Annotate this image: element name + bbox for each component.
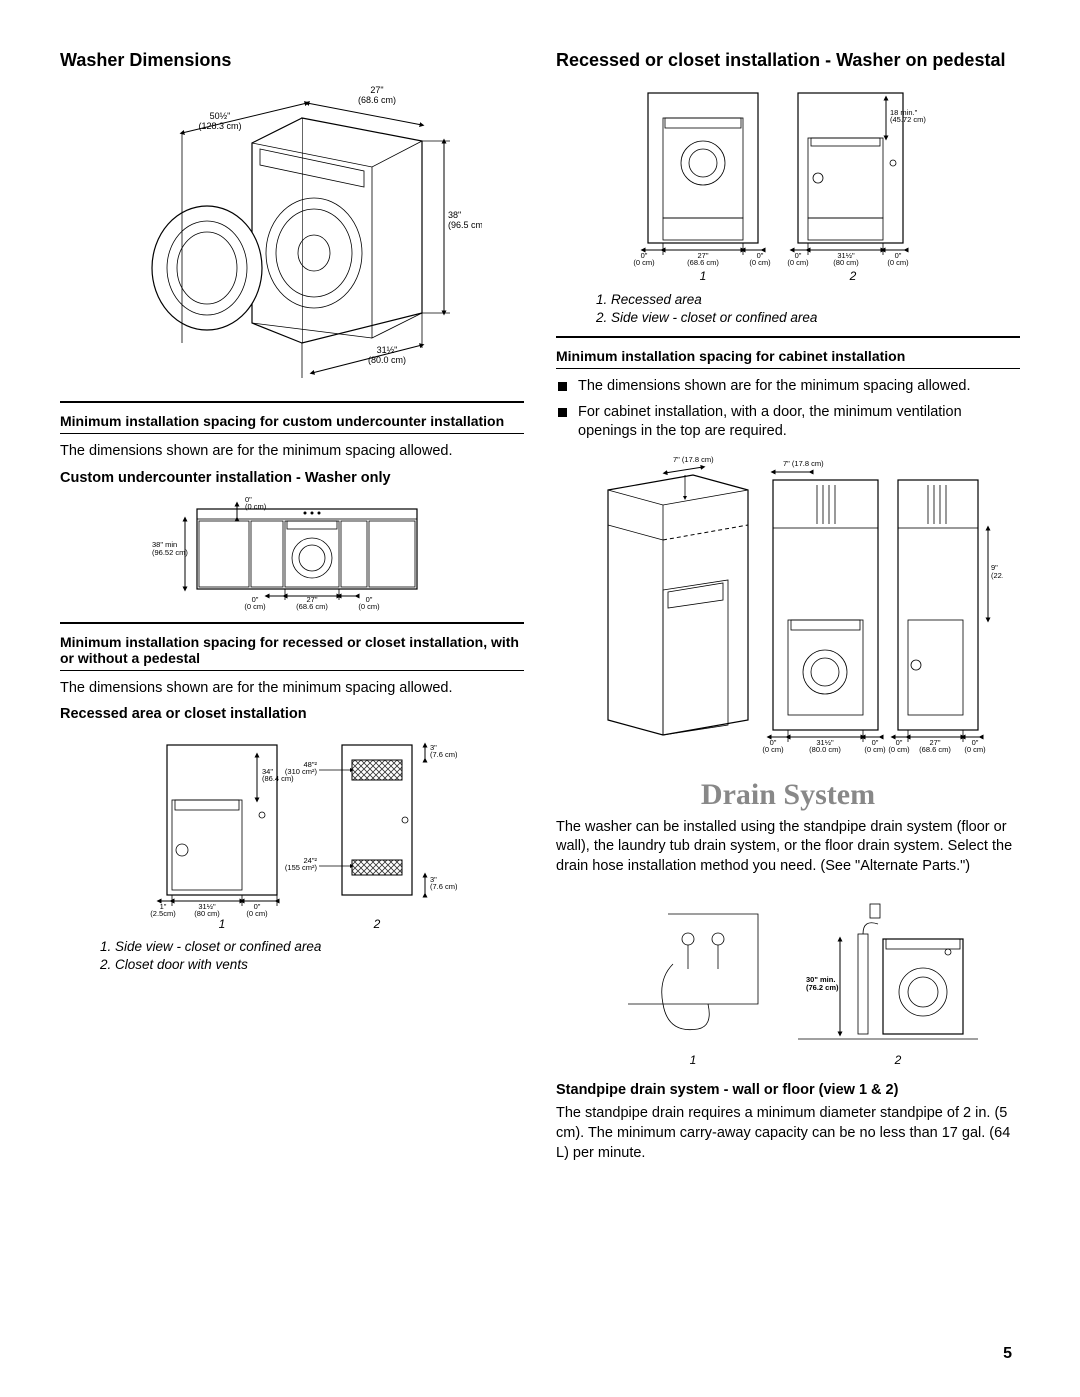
dim-depth: 31½" [377,345,398,355]
cab-title: Minimum installation spacing for cabinet… [556,348,1020,364]
ped-r3c: (0 cm) [887,258,909,267]
cab-b6vc: (0 cm) [964,745,986,754]
washer-dimensions-heading: Washer Dimensions [60,50,524,71]
sub2-body: The dimensions shown are for the minimum… [60,679,524,699]
uc-l-cm: (0 cm) [244,602,266,611]
rc-s1c: (2.5cm) [150,909,176,918]
uc-r-cm: (0 cm) [358,602,380,611]
drain-system-title: Drain System [556,778,1020,812]
ped-l1c: (0 cm) [633,258,655,267]
rc-s2c: (80 cm) [194,909,220,918]
cab-sc: (22.9 cm) [991,571,1003,580]
sub1-body: The dimensions shown are for the minimum… [60,442,524,462]
cab-b2: For cabinet installation, with a door, t… [556,403,1020,442]
uc-h-cm: (96.52 cm) [152,548,188,557]
ped-l2c: (68.6 cm) [687,258,719,267]
dim-height-cm: (96.5 cm) [448,220,482,230]
rc-gbc: (7.6 cm) [430,882,457,891]
rc-vtc: (310 cm²) [285,767,318,776]
ped-l3c: (0 cm) [749,258,771,267]
dim-depth-cm: (80.0 cm) [368,355,406,365]
undercounter-figure: 0" (0 cm) 38" min (96.52 cm) 0" (0 cm) 2… [60,494,524,614]
ped-r2c: (80 cm) [833,258,859,267]
df-n2: 2 [894,1053,902,1067]
cab-b4vc: (0 cm) [888,745,910,754]
sub1-bold: Custom undercounter installation - Washe… [60,470,524,486]
ped-cap1: 1. Recessed area [596,292,702,307]
rc-n1: 1 [219,917,226,930]
drain-figure: 1 30" min. (76.2 cm) [556,884,1020,1074]
cab-t2: 7" (17.8 cm) [783,459,824,468]
ped-cap2: 2. Side view - closet or confined area [596,310,817,325]
rc-n2: 2 [373,917,381,930]
drain-body2: The standpipe drain requires a minimum d… [556,1104,1020,1163]
rc-caption: 1. Side view - closet or confined area 2… [60,938,524,973]
cab-b3vc: (0 cm) [864,745,886,754]
cabinet-figure: 7" (17.8 cm) 7" (17.8 cm) [556,450,1020,760]
cab-b1vc: (0 cm) [762,745,784,754]
df-n1: 1 [690,1053,697,1067]
uc-m-cm: (68.6 cm) [296,602,328,611]
pedestal-heading: Recessed or closet installation - Washer… [556,50,1020,71]
dim-depth-open: 50½" [210,111,231,121]
ped-r1c: (0 cm) [787,258,809,267]
dim-height: 38" [448,210,461,220]
rc-cap1: 1. Side view - closet or confined area [100,939,321,954]
drain-bold: Standpipe drain system - wall or floor (… [556,1082,1020,1098]
rc-gtc: (7.6 cm) [430,750,457,759]
rc-vbc: (155 cm²) [285,863,318,872]
cab-b1: The dimensions shown are for the minimum… [556,377,1020,397]
washer-dimensions-figure: 27" (68.6 cm) 50½" (128.3 cm) [60,83,524,393]
sub2-title: Minimum installation spacing for recesse… [60,634,524,666]
sub1-title: Minimum installation spacing for custom … [60,413,524,429]
page-number: 5 [1003,1345,1012,1363]
rc-cap2: 2. Closet door with vents [100,957,248,972]
left-column: Washer Dimensions 27" (68.6 cm) 50½" (12… [60,50,524,1171]
cab-t1: 7" (17.8 cm) [673,455,714,464]
sub2-bold: Recessed area or closet installation [60,706,524,722]
drain-body: The washer can be installed using the st… [556,818,1020,877]
ped-n2: 2 [849,269,857,283]
recessed-closet-figure: 34" (86.4 cm) 1" (2.5cm) 31½" (80 cm) 0"… [60,730,524,930]
dim-width-cm: (68.6 cm) [358,95,396,105]
ped-tc: (45.72 cm) [890,115,926,124]
dim-width: 27" [370,85,383,95]
pedestal-figure: 0" (0 cm) 27" (68.6 cm) 0" (0 cm) 1 18 m… [556,83,1020,283]
uc-top-cm: (0 cm) [245,502,267,511]
rc-s3c: (0 cm) [246,909,268,918]
right-column: Recessed or closet installation - Washer… [556,50,1020,1171]
dim-depth-open-cm: (128.3 cm) [198,121,241,131]
ped-caption: 1. Recessed area 2. Side view - closet o… [556,291,1020,326]
cab-b2vc: (80.0 cm) [809,745,841,754]
cab-b5vc: (68.6 cm) [919,745,951,754]
df-hc: (76.2 cm) [806,983,839,992]
ped-n1: 1 [700,269,707,283]
cab-bullets: The dimensions shown are for the minimum… [556,377,1020,442]
